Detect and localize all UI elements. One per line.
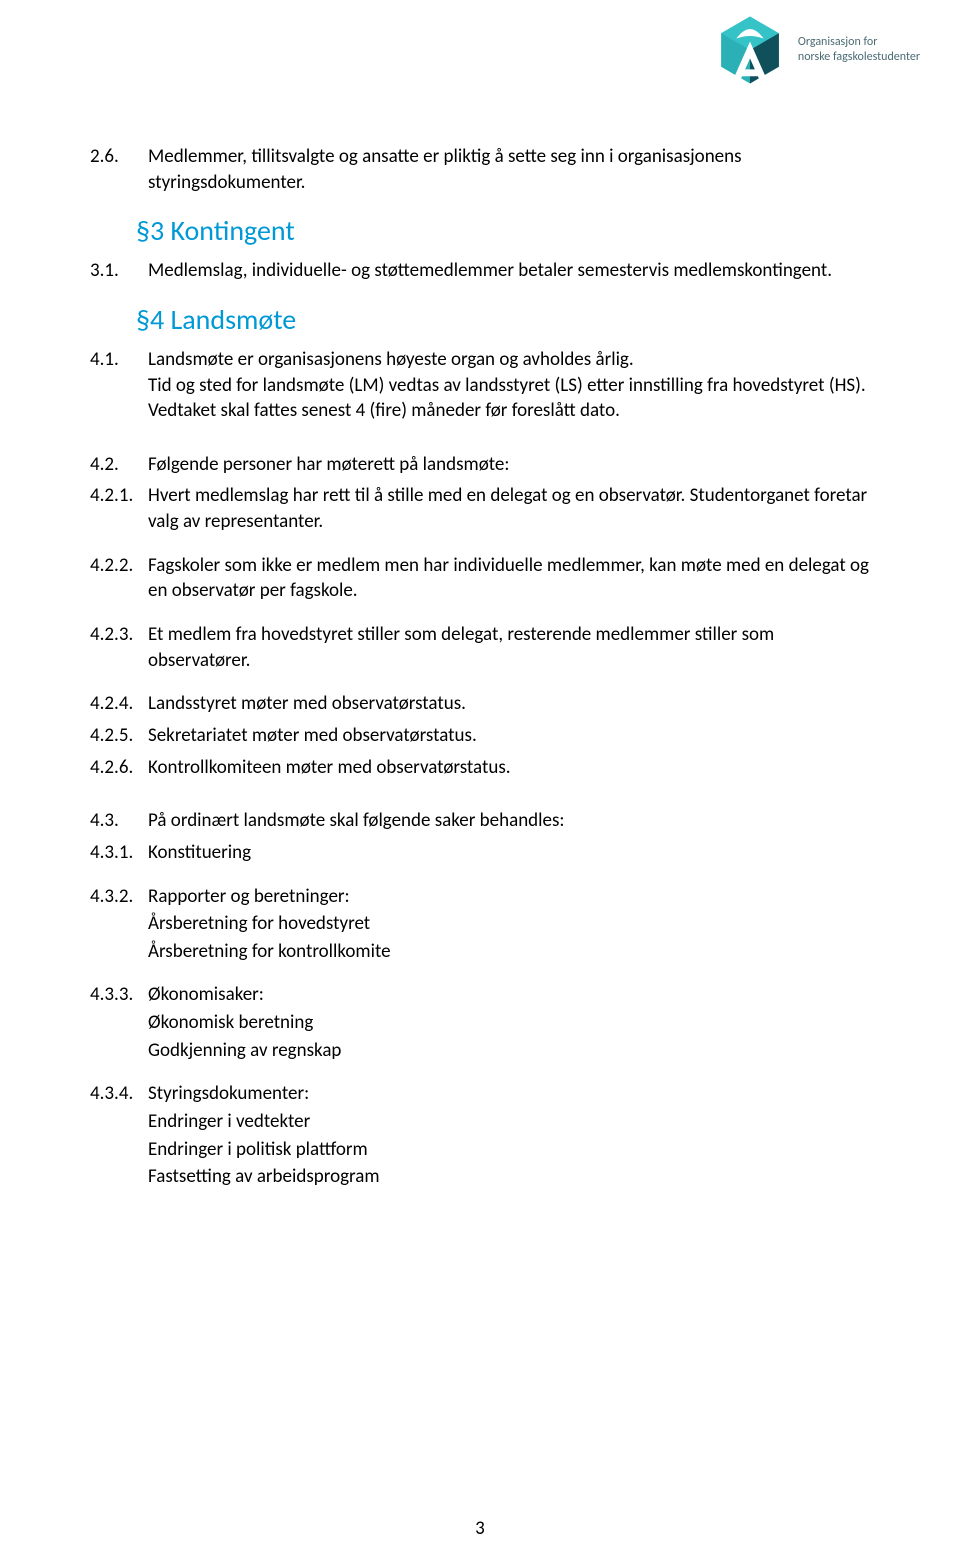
item-number: 4.2.6. (90, 755, 148, 781)
item-number: 4.2.5. (90, 723, 148, 749)
subline: Endringer i vedtekter (148, 1109, 870, 1135)
item-number: 4.3.2. (90, 884, 148, 965)
logo-text: Organisasjon for norske fagskolestudente… (798, 35, 920, 65)
item-number: 4.2.2. (90, 553, 148, 604)
subline: Godkjenning av regnskap (148, 1038, 870, 1064)
heading-3-kontingent: §3 Kontingent (136, 213, 870, 248)
item-number: 4.3.4. (90, 1081, 148, 1190)
item-sublines: Endringer i vedtekter Endringer i politi… (148, 1109, 870, 1190)
item-number: 4.2.4. (90, 691, 148, 717)
item-number: 4.3.3. (90, 982, 148, 1063)
item-number: 4.3.1. (90, 840, 148, 866)
item-number: 4.2. (90, 452, 148, 478)
item-4-2-1: 4.2.1. Hvert medlemslag har rett til å s… (90, 483, 870, 534)
item-text: Økonomisaker: Økonomisk beretning Godkje… (148, 982, 870, 1063)
subline: Økonomisk beretning (148, 1010, 870, 1036)
item-4-2: 4.2. Følgende personer har møterett på l… (90, 452, 870, 478)
item-4-3-3: 4.3.3. Økonomisaker: Økonomisk beretning… (90, 982, 870, 1063)
item-text: Kontrollkomiteen møter med observatørsta… (148, 755, 870, 781)
item-4-2-5: 4.2.5. Sekretariatet møter med observatø… (90, 723, 870, 749)
subline: Årsberetning for kontrollkomite (148, 939, 870, 965)
subline: Årsberetning for hovedstyret (148, 911, 870, 937)
item-heading: Rapporter og beretninger: (148, 884, 870, 910)
item-4-2-2: 4.2.2. Fagskoler som ikke er medlem men … (90, 553, 870, 604)
item-sublines: Årsberetning for hovedstyret Årsberetnin… (148, 911, 870, 964)
item-text: Rapporter og beretninger: Årsberetning f… (148, 884, 870, 965)
page-number: 3 (475, 1517, 485, 1540)
item-2-6: 2.6. Medlemmer, tillitsvalgte og ansatte… (90, 144, 870, 195)
item-text: Følgende personer har møterett på landsm… (148, 452, 870, 478)
item-text: Sekretariatet møter med observatørstatus… (148, 723, 870, 749)
item-number: 4.2.1. (90, 483, 148, 534)
logo-line1: Organisasjon for (798, 35, 920, 50)
item-4-3-4: 4.3.4. Styringsdokumenter: Endringer i v… (90, 1081, 870, 1190)
document-body: 2.6. Medlemmer, tillitsvalgte og ansatte… (90, 18, 870, 1190)
header-logo: Organisasjon for norske fagskolestudente… (712, 12, 920, 88)
item-heading: Styringsdokumenter: (148, 1081, 870, 1107)
item-4-2-6: 4.2.6. Kontrollkomiteen møter med observ… (90, 755, 870, 781)
item-text: Konstituering (148, 840, 870, 866)
item-4-1: 4.1. Landsmøte er organisasjonens høyest… (90, 347, 870, 424)
page: Organisasjon for norske fagskolestudente… (0, 0, 960, 1548)
item-heading: Økonomisaker: (148, 982, 870, 1008)
logo-line2: norske fagskolestudenter (798, 50, 920, 65)
item-number: 4.1. (90, 347, 148, 424)
item-text: Hvert medlemslag har rett til å stille m… (148, 483, 870, 534)
subline: Endringer i politisk plattform (148, 1137, 870, 1163)
item-text: Medlemslag, individuelle- og støttemedle… (148, 258, 870, 284)
item-text: Fagskoler som ikke er medlem men har ind… (148, 553, 870, 604)
heading-4-landsmote: §4 Landsmøte (136, 302, 870, 337)
item-sublines: Økonomisk beretning Godkjenning av regns… (148, 1010, 870, 1063)
item-4-2-3: 4.2.3. Et medlem fra hovedstyret stiller… (90, 622, 870, 673)
item-number: 4.2.3. (90, 622, 148, 673)
item-3-1: 3.1. Medlemslag, individuelle- og støtte… (90, 258, 870, 284)
item-text: Et medlem fra hovedstyret stiller som de… (148, 622, 870, 673)
logo-icon (712, 12, 788, 88)
item-text: Landsmøte er organisasjonens høyeste org… (148, 347, 870, 424)
item-number: 3.1. (90, 258, 148, 284)
subline: Fastsetting av arbeidsprogram (148, 1164, 870, 1190)
item-text: Medlemmer, tillitsvalgte og ansatte er p… (148, 144, 870, 195)
item-number: 4.3. (90, 808, 148, 834)
item-4-2-4: 4.2.4. Landsstyret møter med observatørs… (90, 691, 870, 717)
item-text: Landsstyret møter med observatørstatus. (148, 691, 870, 717)
item-4-3-2: 4.3.2. Rapporter og beretninger: Årsbere… (90, 884, 870, 965)
item-text: På ordinært landsmøte skal følgende sake… (148, 808, 870, 834)
item-text: Styringsdokumenter: Endringer i vedtekte… (148, 1081, 870, 1190)
item-number: 2.6. (90, 144, 148, 195)
item-4-3-1: 4.3.1. Konstituering (90, 840, 870, 866)
item-4-3: 4.3. På ordinært landsmøte skal følgende… (90, 808, 870, 834)
